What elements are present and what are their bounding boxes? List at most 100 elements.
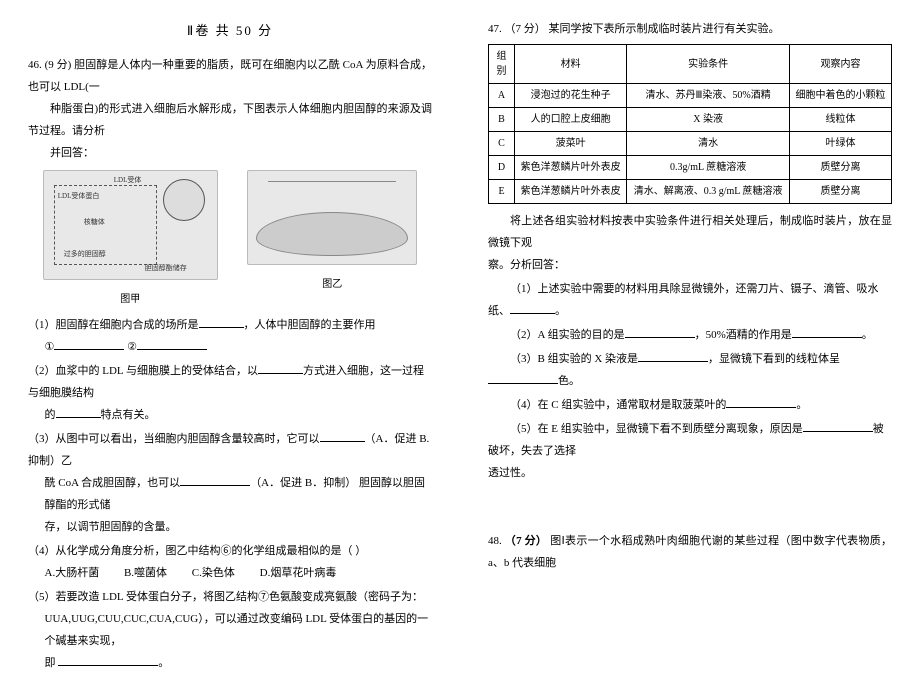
cell: 菠菜叶 xyxy=(515,132,627,156)
q47: 47. （7 分） 某同学按下表所示制成临时装片进行有关实验。 xyxy=(488,18,892,40)
q46-figures: LDL受体 LDL受体蛋白 核糖体 过多的胆固醇 胆固醇酯储存 图甲 图乙 xyxy=(28,170,432,310)
table-row: E 紫色洋葱鳞片叶外表皮 清水、解离液、0.3 g/mL 蔗糖溶液 质壁分离 xyxy=(489,180,892,204)
blank xyxy=(320,431,365,442)
th-material: 材料 xyxy=(515,45,627,84)
q47-p1-b: 。 xyxy=(555,305,566,317)
q47-stem: 某同学按下表所示制成临时装片进行有关实验。 xyxy=(549,23,780,35)
q46-p5-d: 。 xyxy=(158,657,169,669)
cell: 人的口腔上皮细胞 xyxy=(515,108,627,132)
q46-p3-a: （3）从图中可以看出，当细胞内胆固醇含量较高时，它可以 xyxy=(28,433,320,445)
q46-p2-d: 特点有关。 xyxy=(101,409,156,421)
cell: 清水、解离液、0.3 g/mL 蔗糖溶液 xyxy=(627,180,790,204)
q47-p2-a: （2）A 组实验的目的是 xyxy=(510,329,625,341)
q47-p2-c: 。 xyxy=(862,329,873,341)
blank xyxy=(58,655,158,666)
q46-p5-cont1: UUA,UUG,CUU,CUC,CUA,CUG），可以通过改变编码 LDL 受体… xyxy=(28,608,432,652)
q47-p2-b: ，50%酒精的作用是 xyxy=(695,329,792,341)
cell: 紫色洋葱鳞片叶外表皮 xyxy=(515,180,627,204)
q46-number: 46. xyxy=(28,59,42,71)
cell: 细胞中着色的小颗粒 xyxy=(789,84,891,108)
q47-p2: （2）A 组实验的目的是 ，50%酒精的作用是 。 xyxy=(488,324,892,346)
figure-a-diagram: LDL受体 LDL受体蛋白 核糖体 过多的胆固醇 胆固醇酯储存 xyxy=(43,170,218,280)
table-row: B 人的口腔上皮细胞 X 染液 线粒体 xyxy=(489,108,892,132)
th-condition: 实验条件 xyxy=(627,45,790,84)
blank xyxy=(625,327,695,338)
q48-number: 48. xyxy=(488,535,502,547)
q46-p3-e: 存，以调节胆固醇的含量。 xyxy=(45,521,177,533)
blank xyxy=(803,421,873,432)
q46: 46. (9 分) 胆固醇是人体内一种重要的脂质，既可在细胞内以乙酰 CoA 为… xyxy=(28,54,432,98)
q47-p5: （5）在 E 组实验中，显微镜下看不到质壁分离现象，原因是被破坏，失去了选择 xyxy=(488,418,892,462)
q47-after1: 将上述各组实验材料按表中实验条件进行相关处理后，制成临时装片，放在显微镜下观 xyxy=(488,210,892,254)
q46-stem-line2: 种脂蛋白)的形式进入细胞后水解形成，下图表示人体细胞内胆固醇的来源及调节过程。请… xyxy=(28,98,432,142)
cell: 质壁分离 xyxy=(789,156,891,180)
section-header: Ⅱ卷 共 50 分 xyxy=(28,18,432,44)
q46-p2-a: （2）血浆中的 LDL 与细胞膜上的受体结合，以 xyxy=(28,365,258,377)
q48: 48. （7 分） 图Ⅰ表示一个水稻成熟叶肉细胞代谢的某些过程（图中数字代表物质… xyxy=(488,530,892,574)
q46-p4: （4）从化学成分角度分析，图乙中结构⑥的化学组成最相似的是（ ） xyxy=(28,540,432,562)
cell: 浸泡过的花生种子 xyxy=(515,84,627,108)
cell: E xyxy=(489,180,515,204)
blank xyxy=(510,303,555,314)
q47-p1: （1）上述实验中需要的材料用具除显微镜外，还需刀片、镊子、滴管、吸水纸、。 xyxy=(488,278,892,322)
q46-p3-cont2: 存，以调节胆固醇的含量。 xyxy=(28,516,432,538)
q47-p3-b: ，显微镜下看到的线粒体呈 xyxy=(708,353,840,365)
q48-stem: 图Ⅰ表示一个水稻成熟叶肉细胞代谢的某些过程（图中数字代表物质，a、b 代表细胞 xyxy=(488,535,892,569)
q46-stem-line1: 胆固醇是人体内一种重要的脂质，既可在细胞内以乙酰 CoA 为原料合成，也可以 L… xyxy=(28,59,432,93)
q47-points: （7 分） xyxy=(505,23,546,35)
q46-p3: （3）从图中可以看出，当细胞内胆固醇含量较高时，它可以（A．促进 B.抑制）乙 xyxy=(28,428,432,472)
blank xyxy=(638,351,708,362)
q46-p1-c1: ① xyxy=(45,341,55,353)
cell: 质壁分离 xyxy=(789,180,891,204)
cell: 叶绿体 xyxy=(789,132,891,156)
q46-p1-b: ，人体中胆固醇的主要作用 xyxy=(244,319,376,331)
q46-p4-options: A.大肠杆菌 B.噬菌体 C.染色体 D.烟草花叶病毒 xyxy=(28,562,432,584)
q46-stem-line3: 并回答： xyxy=(28,142,432,164)
q47-p4-b: 。 xyxy=(796,399,807,411)
q47-after2: 察。分析回答： xyxy=(488,254,892,276)
cell: A xyxy=(489,84,515,108)
q46-p5-b: UUA,UUG,CUU,CUC,CUA,CUG），可以通过改变编码 LDL 受体… xyxy=(45,613,429,647)
blank xyxy=(258,363,303,374)
blank xyxy=(726,397,796,408)
q46-p2-c: 的 xyxy=(45,409,56,421)
q46-p3-cont1: 酰 CoA 合成胆固醇，也可以（A．促进 B．抑制） 胆固醇以胆固醇酯的形式储 xyxy=(28,472,432,516)
q46-p1-a: （1）胆固醇在细胞内合成的场所是 xyxy=(28,319,199,331)
cell: C xyxy=(489,132,515,156)
figA-label-store: 胆固醇酯储存 xyxy=(145,261,187,275)
q46-p3-c: 酰 CoA 合成胆固醇，也可以 xyxy=(45,477,181,489)
figure-a-caption: 图甲 xyxy=(43,290,218,310)
cell: 0.3g/mL 蔗糖溶液 xyxy=(627,156,790,180)
q46-p4-optC: C.染色体 xyxy=(192,562,235,584)
th-group: 组别 xyxy=(489,45,515,84)
figA-label-excess: 过多的胆固醇 xyxy=(64,247,106,261)
blank xyxy=(180,475,250,486)
figure-b-caption: 图乙 xyxy=(247,275,417,295)
table-row: A 浸泡过的花生种子 清水、苏丹Ⅲ染液、50%酒精 细胞中着色的小颗粒 xyxy=(489,84,892,108)
cell: D xyxy=(489,156,515,180)
table-row: C 菠菜叶 清水 叶绿体 xyxy=(489,132,892,156)
cell: 线粒体 xyxy=(789,108,891,132)
blank xyxy=(199,317,244,328)
q47-p5-c: 透过性。 xyxy=(488,467,532,479)
th-observe: 观察内容 xyxy=(789,45,891,84)
q46-p5-a: （5）若要改造 LDL 受体蛋白分子，将图乙结构⑦色氨酸变成亮氨酸（密码子为： xyxy=(28,591,423,603)
q46-p5-c: 即 xyxy=(45,657,56,669)
q47-p4: （4）在 C 组实验中，通常取材是取菠菜叶的。 xyxy=(488,394,892,416)
cell: 清水 xyxy=(627,132,790,156)
q47-p5-cont: 透过性。 xyxy=(488,462,892,484)
q46-p4-optB: B.噬菌体 xyxy=(124,562,167,584)
q46-p1: （1）胆固醇在细胞内合成的场所是 ，人体中胆固醇的主要作用 xyxy=(28,314,432,336)
blank xyxy=(792,327,862,338)
blank xyxy=(137,339,207,350)
blank xyxy=(488,373,558,384)
q47-p3-c: 色。 xyxy=(558,375,580,387)
q47-table: 组别 材料 实验条件 观察内容 A 浸泡过的花生种子 清水、苏丹Ⅲ染液、50%酒… xyxy=(488,44,892,204)
q47-number: 47. xyxy=(488,23,502,35)
table-row: D 紫色洋葱鳞片叶外表皮 0.3g/mL 蔗糖溶液 质壁分离 xyxy=(489,156,892,180)
q47-p3: （3）B 组实验的 X 染液是，显微镜下看到的线粒体呈色。 xyxy=(488,348,892,392)
cell: X 染液 xyxy=(627,108,790,132)
blank xyxy=(54,339,124,350)
figA-label-prot: LDL受体蛋白 xyxy=(58,189,100,203)
figA-label-ribo: 核糖体 xyxy=(84,215,105,229)
